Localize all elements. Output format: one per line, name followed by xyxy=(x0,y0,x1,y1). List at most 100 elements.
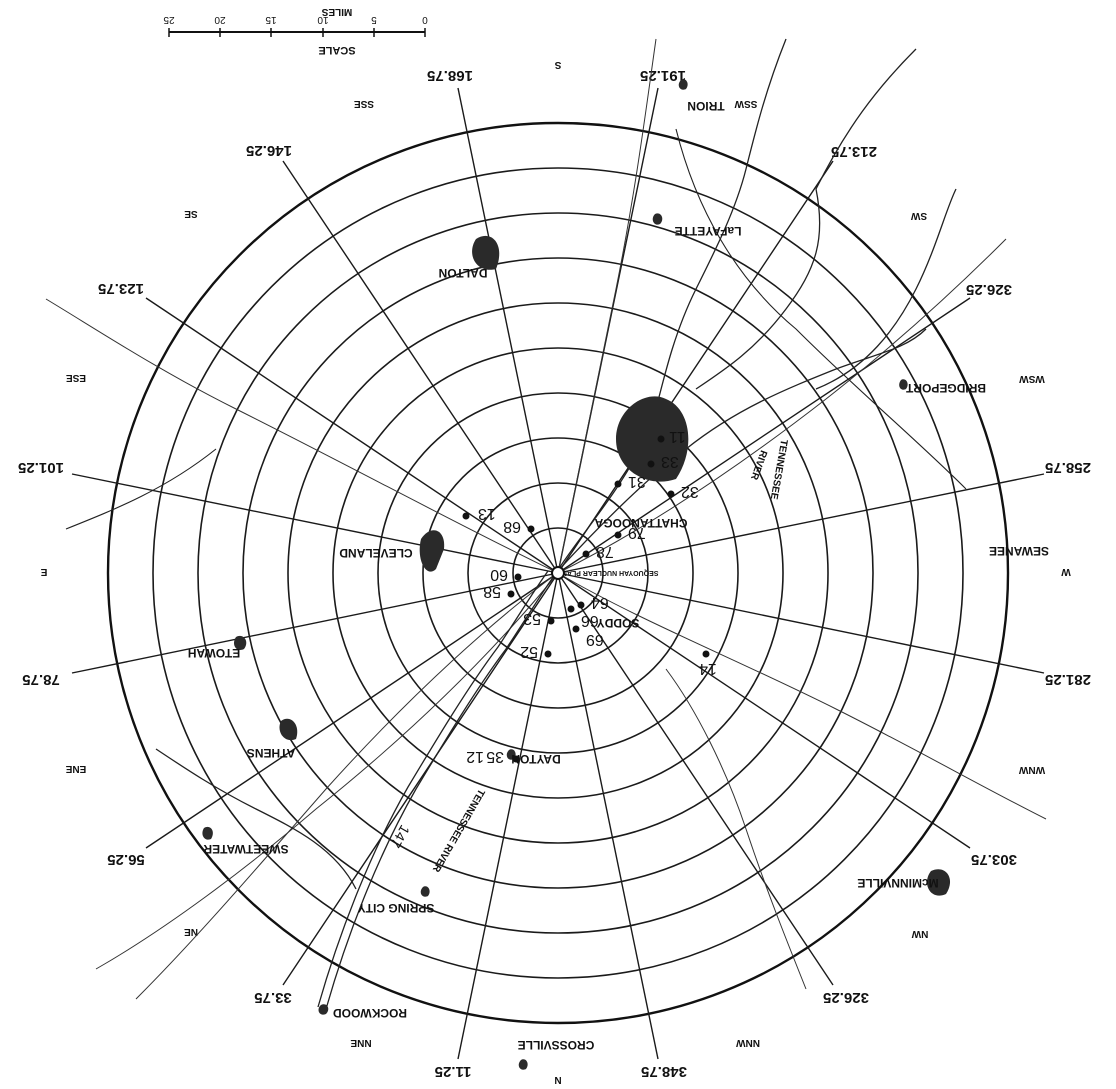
sector-angle-label: 168.75 xyxy=(427,67,473,84)
road xyxy=(135,573,557,1000)
scale-tick-label: 25 xyxy=(163,14,175,25)
sample-point-label: 64 xyxy=(591,594,609,611)
sector-angle-label: 123.75 xyxy=(98,280,144,297)
rockwood-blob xyxy=(318,1004,329,1015)
sample-point xyxy=(577,601,585,609)
sample-point-label: 35 xyxy=(486,748,504,765)
road xyxy=(557,238,1007,574)
sector-angle-label: 33.75 xyxy=(254,989,292,1006)
scale-tick-label: 5 xyxy=(371,14,377,25)
river-course xyxy=(317,570,549,1008)
scale-tick-label: 0 xyxy=(422,14,428,25)
sample-point-label: 14 xyxy=(699,660,717,677)
river-course xyxy=(815,188,957,390)
sample-point-label: 79 xyxy=(628,524,646,541)
sample-point xyxy=(512,755,520,763)
sector-angle-label: 101.25 xyxy=(18,459,64,476)
sector-angle-label: 348.75 xyxy=(641,1063,687,1080)
sector-line xyxy=(145,297,559,574)
river-course xyxy=(815,48,917,190)
sample-point-label: 52 xyxy=(520,643,538,660)
sample-point-label: 69 xyxy=(586,631,604,648)
sample-point-label: 12 xyxy=(466,748,484,765)
etowah-blob xyxy=(233,635,247,650)
compass-label: W xyxy=(1061,566,1071,577)
sector-line xyxy=(145,572,559,849)
sample-point xyxy=(544,650,552,658)
road xyxy=(665,668,807,990)
sample-point-label: 11 xyxy=(669,428,686,445)
compass-labels: N NNE NE ENE E ESE SE SSE S SSW SW WSW W… xyxy=(40,59,1070,1085)
distance-ring-outer xyxy=(106,121,1010,1025)
sample-point xyxy=(667,490,675,498)
athens-blob xyxy=(279,718,298,741)
sample-point xyxy=(567,605,575,613)
road xyxy=(557,38,657,574)
sample-point xyxy=(614,480,622,488)
scale-title: SCALE xyxy=(318,44,355,56)
sample-points: 11 33 31 32 79 78 68 13 60 58 64 66 53 xyxy=(387,428,716,851)
compass-label: WNW xyxy=(1018,764,1045,775)
distance-ring xyxy=(377,392,739,754)
sample-point-label: 53 xyxy=(523,610,541,627)
sector-angle-label: 258.75 xyxy=(1045,459,1091,476)
sector-angle-label: 146.25 xyxy=(246,142,292,159)
plant-site-marker xyxy=(551,566,565,580)
distance-ring xyxy=(197,212,919,934)
sample-point-label: 13 xyxy=(478,505,496,522)
bridgeport-blob xyxy=(899,379,908,390)
river-label: RIVER xyxy=(748,449,769,482)
distance-ring xyxy=(152,167,964,979)
place-label: CLEVELAND xyxy=(339,546,413,560)
sector-line xyxy=(282,160,559,574)
boundary xyxy=(65,448,217,530)
road xyxy=(95,572,559,970)
trion-blob xyxy=(678,79,688,90)
sector-angle-label: 281.25 xyxy=(1045,671,1091,688)
boundary xyxy=(675,128,967,490)
sample-point xyxy=(462,512,470,520)
distance-rings xyxy=(106,121,1010,1025)
sector-line xyxy=(71,572,559,674)
sample-point-label: 32 xyxy=(681,483,699,500)
sector-angle-label: 326.25 xyxy=(966,281,1012,298)
sample-point-label: 58 xyxy=(483,583,501,600)
scale-tick-label: 20 xyxy=(214,14,226,25)
sector-angle-label: 11.25 xyxy=(435,1063,472,1080)
sample-point-label: 33 xyxy=(661,453,679,470)
river-course xyxy=(695,188,821,390)
plant-label: SEQUOYAH NUCLEAR PLANT xyxy=(557,569,659,576)
scale-tick-label: 15 xyxy=(265,14,277,25)
sample-point-label: 66 xyxy=(581,612,599,629)
compass-label: E xyxy=(40,566,47,577)
place-label: SODDY xyxy=(597,616,640,630)
place-label: ROCKWOOD xyxy=(333,1006,407,1020)
sample-point-label: 147 xyxy=(387,822,413,850)
lafayette-blob xyxy=(652,213,663,225)
tennessee-river xyxy=(155,38,957,1010)
sector-line xyxy=(557,473,1045,574)
place-label: LaFAYETTE xyxy=(675,224,742,238)
distance-ring xyxy=(467,482,649,664)
sample-point xyxy=(702,650,710,658)
sector-line xyxy=(282,572,559,986)
scale-bar: SCALE MILES 0 5 10 15 20 25 xyxy=(163,6,428,56)
sample-point xyxy=(614,531,622,539)
sector-line xyxy=(457,572,559,1060)
place-label: DAYTON xyxy=(511,752,560,766)
compass-label: SE xyxy=(184,208,198,219)
compass-label: N xyxy=(554,1074,561,1085)
spring-city-blob xyxy=(420,886,430,897)
compass-label: NW xyxy=(911,928,928,939)
distance-ring xyxy=(512,527,604,619)
scale-units: MILES xyxy=(321,6,352,17)
sample-point xyxy=(647,460,655,468)
scale-tick-label: 10 xyxy=(317,14,329,25)
compass-label: ENE xyxy=(65,763,86,774)
crossville-blob xyxy=(518,1059,528,1070)
sector-line xyxy=(557,572,659,1060)
sector-angle-label: 78.75 xyxy=(22,671,60,688)
river-course xyxy=(325,38,787,1010)
sector-line xyxy=(557,572,834,986)
